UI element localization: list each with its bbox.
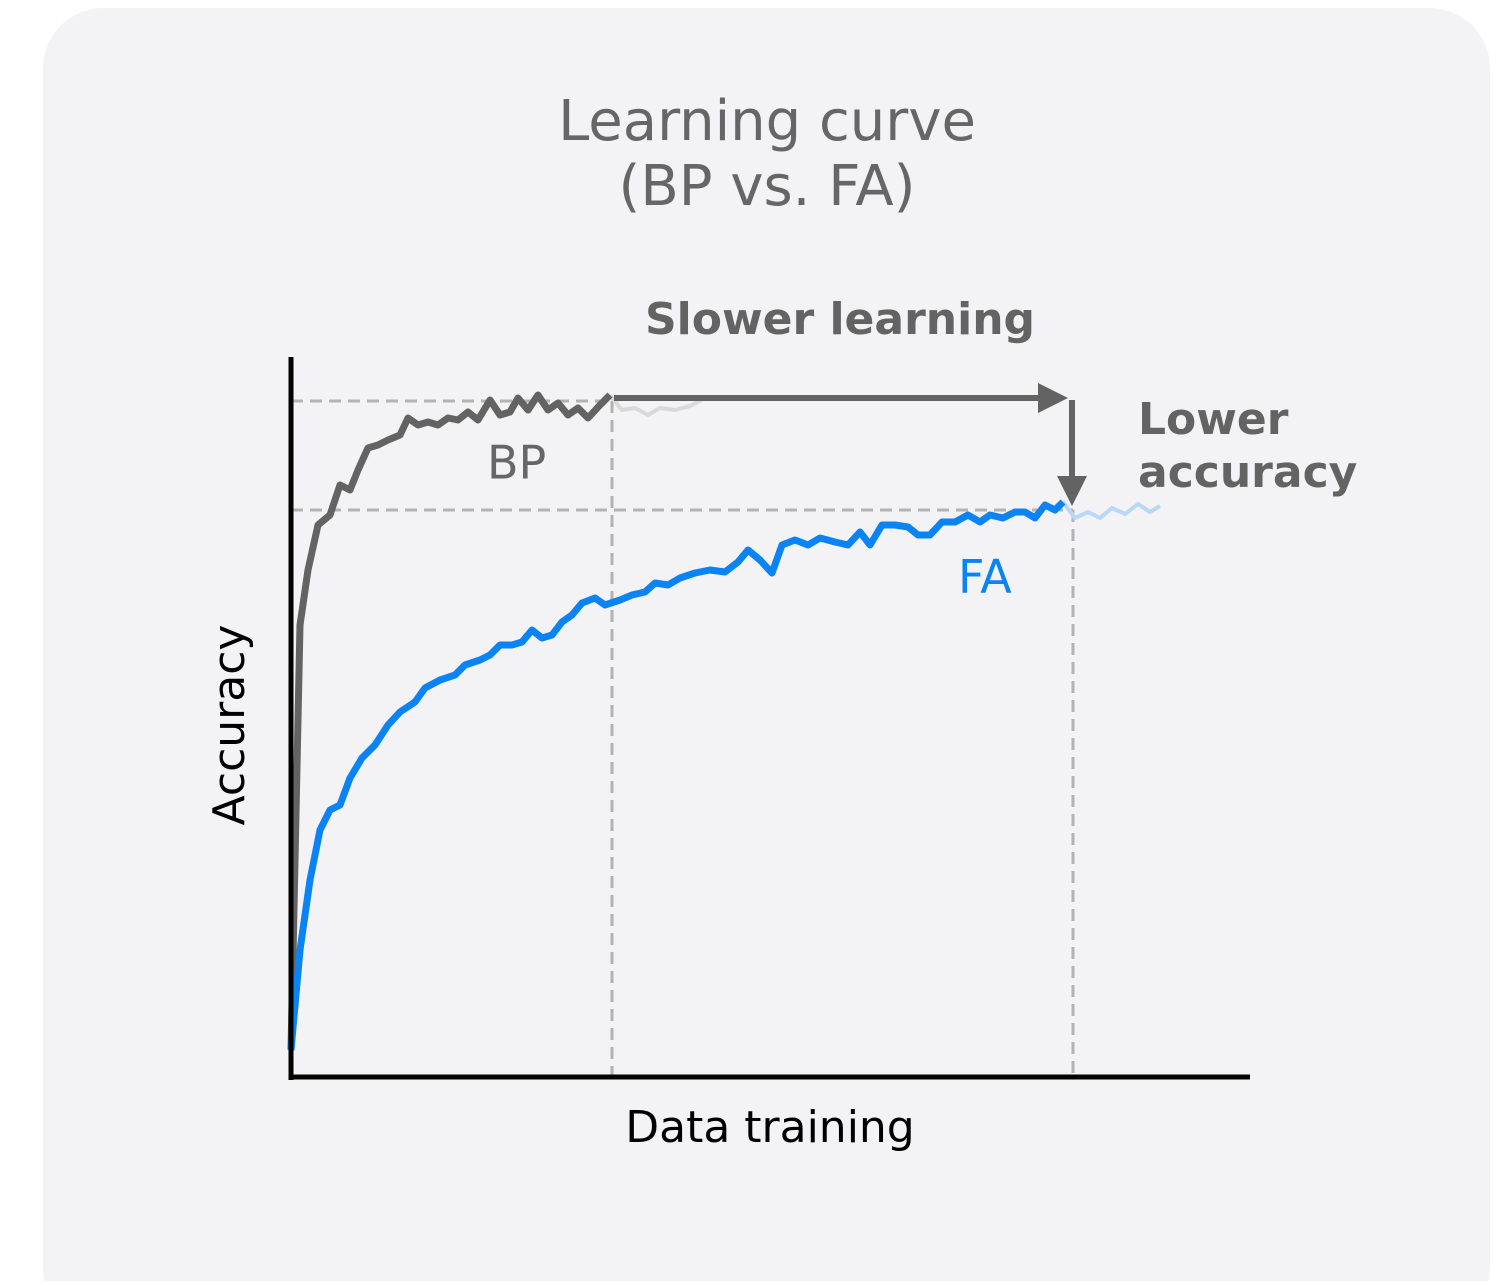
series-label: FA — [958, 550, 1012, 604]
fa-curve — [287, 499, 1066, 1051]
title-line: Learning curve — [558, 89, 976, 154]
series-label: BP — [487, 436, 546, 490]
title-line: (BP vs. FA) — [619, 154, 916, 219]
annotation: accuracy — [1138, 447, 1357, 498]
fa-fade — [1061, 500, 1162, 521]
card — [43, 8, 1490, 1285]
y-axis-label: Accuracy — [204, 625, 255, 826]
annotation: Lower — [1138, 394, 1289, 445]
annotation: Slower learning — [645, 294, 1035, 345]
bp-fade — [608, 393, 706, 418]
x-axis-label: Data training — [625, 1102, 915, 1153]
bp-curve — [287, 391, 613, 1051]
